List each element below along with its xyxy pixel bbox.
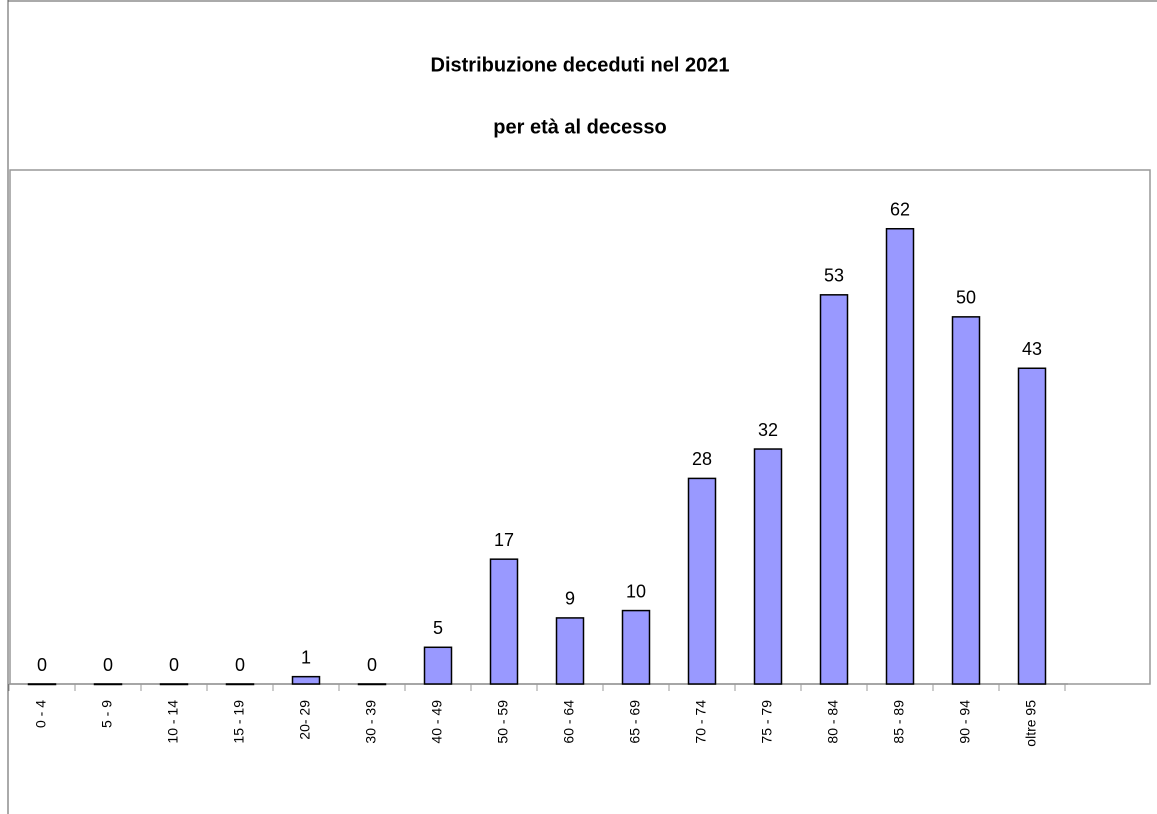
chart-subtitle: per età al decesso — [493, 116, 666, 138]
value-label: 0 — [169, 655, 179, 675]
bar — [687, 477, 717, 685]
bar — [819, 294, 849, 685]
bar — [1017, 367, 1047, 685]
bar — [555, 617, 585, 685]
bar — [753, 448, 783, 685]
value-label: 0 — [367, 655, 377, 675]
x-tick-label: 50 - 59 — [495, 700, 511, 744]
x-tick-label: 70 - 74 — [693, 700, 709, 744]
x-tick-label: 75 - 79 — [759, 700, 775, 744]
x-tick-label: 10 - 14 — [165, 700, 181, 744]
x-tick-label: 5 - 9 — [99, 700, 115, 728]
x-tick-label: 30 - 39 — [363, 700, 379, 744]
bar — [489, 558, 519, 685]
x-tick-label: 0 - 4 — [33, 700, 49, 728]
value-label: 53 — [824, 266, 844, 286]
value-label: 32 — [758, 420, 778, 440]
bar — [951, 316, 981, 685]
value-label: 62 — [890, 199, 910, 219]
x-tick-label: 90 - 94 — [957, 700, 973, 744]
x-tick-label: 60 - 64 — [561, 700, 577, 744]
x-tick-label: 65 - 69 — [627, 700, 643, 744]
bar — [621, 609, 651, 685]
bar — [885, 227, 915, 685]
value-label: 0 — [235, 655, 245, 675]
x-tick-label: 40 - 49 — [429, 700, 445, 744]
value-label: 28 — [692, 449, 712, 469]
x-tick-label: 85 - 89 — [891, 700, 907, 744]
value-label: 50 — [956, 288, 976, 308]
value-label: 10 — [626, 581, 646, 601]
bar — [423, 646, 453, 685]
value-label: 0 — [37, 655, 47, 675]
value-label: 17 — [494, 530, 514, 550]
x-tick-label: oltre 95 — [1023, 700, 1039, 747]
bar — [291, 675, 321, 685]
bar — [357, 683, 387, 686]
value-label: 0 — [103, 655, 113, 675]
bar — [225, 683, 255, 686]
value-label: 43 — [1022, 339, 1042, 359]
value-label: 1 — [301, 647, 311, 667]
x-tick-label: 15 - 19 — [231, 700, 247, 744]
chart-title: Distribuzione deceduti nel 2021 — [431, 54, 730, 76]
x-tick-label: 80 - 84 — [825, 700, 841, 744]
value-label: 9 — [565, 589, 575, 609]
value-label: 5 — [433, 618, 443, 638]
bar — [93, 683, 123, 686]
x-tick-label: 20- 29 — [297, 700, 313, 740]
bar — [27, 683, 57, 686]
bar — [159, 683, 189, 686]
